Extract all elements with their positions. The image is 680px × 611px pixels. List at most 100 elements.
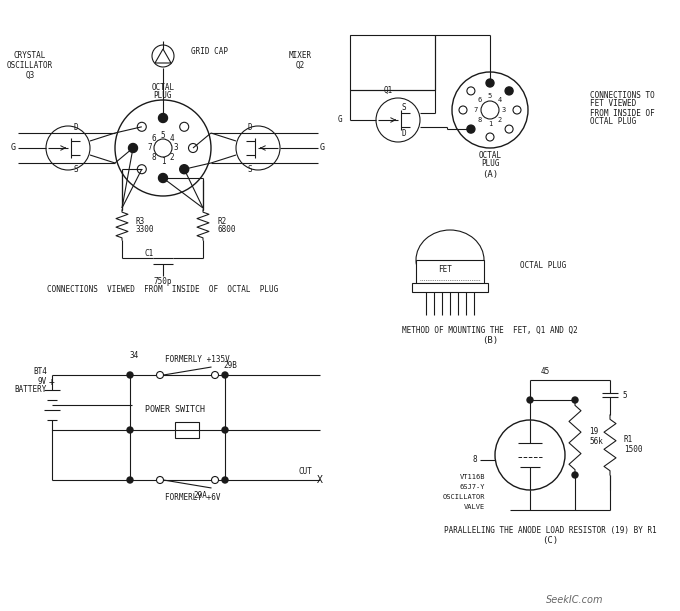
Text: FET: FET <box>438 266 452 274</box>
Text: G: G <box>11 144 16 153</box>
Circle shape <box>152 45 174 67</box>
Circle shape <box>156 371 163 378</box>
Text: OSCILLATOR: OSCILLATOR <box>443 494 485 500</box>
Text: (A): (A) <box>482 170 498 180</box>
Text: PLUG: PLUG <box>481 158 499 167</box>
Circle shape <box>188 144 197 153</box>
Circle shape <box>467 87 475 95</box>
Text: 1500: 1500 <box>624 445 643 455</box>
Circle shape <box>129 144 137 153</box>
Circle shape <box>467 125 475 133</box>
Text: 5: 5 <box>488 93 492 99</box>
Circle shape <box>211 477 218 483</box>
Text: 29B: 29B <box>223 360 237 370</box>
Text: 1: 1 <box>160 156 165 166</box>
Text: BATTERY: BATTERY <box>15 386 47 395</box>
Circle shape <box>452 72 528 148</box>
Text: 750p: 750p <box>154 277 172 287</box>
Text: 6800: 6800 <box>217 225 235 235</box>
Text: 5: 5 <box>160 131 165 139</box>
Text: 7: 7 <box>474 107 478 113</box>
Text: -: - <box>49 425 55 435</box>
Text: G: G <box>337 115 342 125</box>
Text: 2: 2 <box>170 153 175 162</box>
Text: VALVE: VALVE <box>464 504 485 510</box>
Text: MIXER: MIXER <box>288 51 311 59</box>
Text: SeekIC.com: SeekIC.com <box>546 595 604 605</box>
Text: OCTAL PLUG: OCTAL PLUG <box>590 117 636 126</box>
Text: PARALLELING THE ANODE LOAD RESISTOR (19) BY R1: PARALLELING THE ANODE LOAD RESISTOR (19)… <box>443 525 656 535</box>
Text: 2: 2 <box>498 117 502 123</box>
Text: FORMERLY +135V: FORMERLY +135V <box>165 356 230 365</box>
Bar <box>175 422 199 438</box>
Circle shape <box>158 114 167 122</box>
Text: 8: 8 <box>478 117 482 123</box>
Text: 3: 3 <box>502 107 506 113</box>
Text: GRID CAP: GRID CAP <box>191 46 228 56</box>
Text: BT4: BT4 <box>33 367 47 376</box>
Text: R3: R3 <box>136 218 146 227</box>
Circle shape <box>376 98 420 142</box>
Circle shape <box>486 133 494 141</box>
Circle shape <box>156 477 163 483</box>
Text: 3: 3 <box>173 144 178 153</box>
Text: FET VIEWED: FET VIEWED <box>590 100 636 109</box>
Text: VT116B: VT116B <box>460 474 485 480</box>
Circle shape <box>505 125 513 133</box>
Text: 5: 5 <box>622 390 627 400</box>
Circle shape <box>127 372 133 378</box>
Text: FORMERLY +6V: FORMERLY +6V <box>165 494 220 502</box>
Text: Q2: Q2 <box>295 60 305 70</box>
Text: CRYSTAL: CRYSTAL <box>14 51 46 59</box>
Text: D: D <box>402 128 407 137</box>
Circle shape <box>137 122 146 131</box>
Circle shape <box>137 165 146 174</box>
Circle shape <box>513 106 521 114</box>
Text: 34: 34 <box>130 351 139 359</box>
Text: CUT: CUT <box>298 467 312 477</box>
Circle shape <box>127 477 133 483</box>
Circle shape <box>115 100 211 196</box>
Text: +: + <box>49 377 55 387</box>
Text: 29A: 29A <box>193 491 207 500</box>
Text: 3300: 3300 <box>136 225 154 235</box>
Text: OSCILLATOR: OSCILLATOR <box>7 60 53 70</box>
Text: 45: 45 <box>541 367 549 376</box>
Text: POWER SWITCH: POWER SWITCH <box>145 406 205 414</box>
Text: S: S <box>248 164 252 174</box>
Circle shape <box>127 427 133 433</box>
Text: C1: C1 <box>144 249 154 258</box>
Text: OCTAL PLUG: OCTAL PLUG <box>520 260 566 269</box>
Text: D: D <box>248 122 252 131</box>
Text: 6: 6 <box>478 97 482 103</box>
Circle shape <box>222 372 228 378</box>
Circle shape <box>211 371 218 378</box>
Text: OCTAL: OCTAL <box>479 152 502 161</box>
Text: S: S <box>402 103 407 111</box>
Text: Q3: Q3 <box>25 70 35 79</box>
Text: R1: R1 <box>624 436 633 444</box>
Text: CONNECTIONS  VIEWED  FROM  INSIDE  OF  OCTAL  PLUG: CONNECTIONS VIEWED FROM INSIDE OF OCTAL … <box>48 285 279 295</box>
Text: 6SJ7-Y: 6SJ7-Y <box>460 484 485 490</box>
Bar <box>412 283 488 292</box>
Text: CONNECTIONS TO: CONNECTIONS TO <box>590 90 655 100</box>
Text: 8: 8 <box>473 455 477 464</box>
Circle shape <box>180 165 189 174</box>
Circle shape <box>481 101 499 119</box>
Text: PLUG: PLUG <box>154 90 172 100</box>
Circle shape <box>486 79 494 87</box>
Circle shape <box>572 472 578 478</box>
Text: G: G <box>320 144 325 153</box>
Text: 6: 6 <box>152 134 156 144</box>
Text: 56k: 56k <box>589 437 603 447</box>
Circle shape <box>527 397 533 403</box>
Text: S: S <box>73 164 78 174</box>
Text: R2: R2 <box>217 218 226 227</box>
Text: X: X <box>317 475 323 485</box>
Text: (B): (B) <box>482 335 498 345</box>
Circle shape <box>158 174 167 183</box>
Circle shape <box>236 126 280 170</box>
Text: (C): (C) <box>542 535 558 544</box>
Circle shape <box>495 420 565 490</box>
Bar <box>416 260 484 285</box>
